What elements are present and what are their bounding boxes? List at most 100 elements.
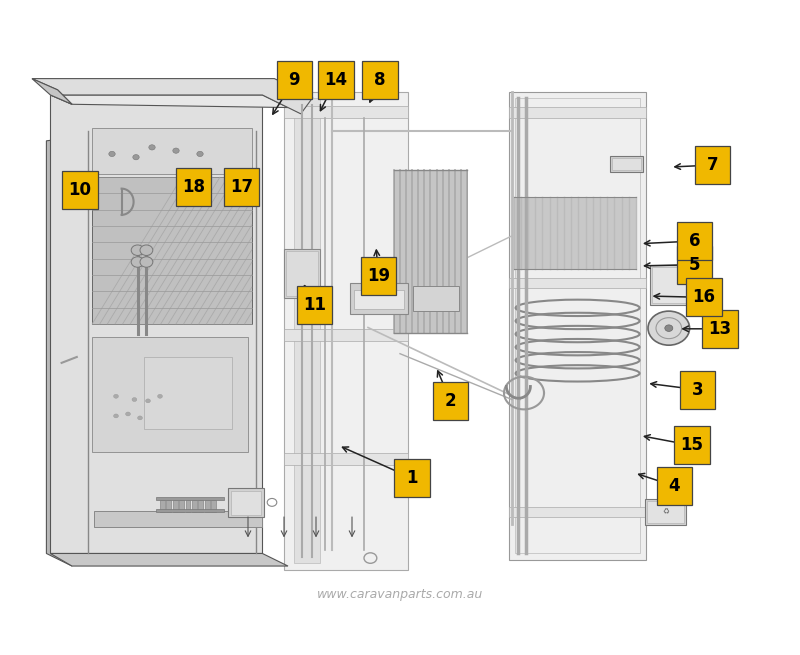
Bar [179,500,184,512]
FancyBboxPatch shape [62,171,98,209]
Text: 13: 13 [709,320,731,338]
Text: 8: 8 [374,71,386,89]
Circle shape [173,148,179,153]
FancyBboxPatch shape [657,467,692,505]
Bar [509,278,646,288]
Bar [514,196,636,269]
Text: 18: 18 [182,178,205,196]
FancyBboxPatch shape [297,286,332,324]
Bar [284,92,408,570]
Bar [509,92,646,560]
Circle shape [126,412,130,416]
Bar [92,337,248,452]
FancyBboxPatch shape [677,222,712,260]
Circle shape [149,145,155,150]
FancyBboxPatch shape [224,168,259,206]
Bar [156,497,224,500]
Text: 9: 9 [289,71,300,89]
FancyBboxPatch shape [394,459,430,497]
Polygon shape [32,79,72,104]
Circle shape [138,416,142,420]
Bar [354,290,404,309]
FancyBboxPatch shape [433,382,468,420]
FancyBboxPatch shape [318,61,354,99]
Bar [509,107,646,118]
Text: 17: 17 [230,178,253,196]
Text: 7: 7 [707,156,718,174]
Bar [294,98,320,563]
Bar [650,265,688,305]
Bar [192,500,197,512]
Bar [186,500,190,512]
Text: www.caravanparts.com.au: www.caravanparts.com.au [317,588,483,601]
Text: 14: 14 [325,71,347,89]
Bar [284,453,408,465]
Bar [94,511,262,527]
Bar [647,501,684,523]
Bar [413,286,459,311]
Bar [350,283,408,314]
FancyBboxPatch shape [176,168,211,206]
FancyBboxPatch shape [686,278,722,316]
Bar [610,156,643,172]
Circle shape [140,245,153,255]
Bar [652,267,686,303]
Bar [284,106,408,118]
Bar [144,357,232,429]
Text: 3: 3 [692,381,703,399]
Circle shape [197,151,203,157]
Circle shape [158,394,162,398]
Bar [612,158,641,170]
Bar [156,509,224,512]
Bar [228,488,264,517]
Circle shape [648,311,690,345]
Text: 11: 11 [303,295,326,314]
Bar [286,251,318,296]
Polygon shape [32,79,313,114]
Circle shape [146,399,150,403]
Polygon shape [50,553,288,566]
Polygon shape [50,95,262,553]
Text: ♻: ♻ [662,507,669,516]
FancyBboxPatch shape [677,246,712,284]
Text: 4: 4 [669,477,680,495]
Bar [515,98,640,553]
Bar [509,507,646,517]
Text: 2: 2 [445,392,456,410]
Circle shape [665,325,673,331]
Circle shape [131,245,144,255]
Text: 16: 16 [693,288,715,307]
Bar [92,128,252,174]
Circle shape [133,155,139,160]
Text: 5: 5 [689,255,700,274]
Bar [166,500,171,512]
Bar [160,500,165,512]
Polygon shape [46,138,72,566]
Circle shape [132,398,137,402]
Bar [173,500,178,512]
Text: 6: 6 [689,232,700,250]
Bar [284,329,408,341]
Bar [231,491,261,515]
Circle shape [131,257,144,267]
Circle shape [109,151,115,157]
FancyBboxPatch shape [695,146,730,184]
Circle shape [140,257,153,267]
Bar [284,249,320,298]
Bar [205,500,210,512]
Bar [211,500,216,512]
Circle shape [114,394,118,398]
FancyBboxPatch shape [674,426,710,464]
Text: 15: 15 [681,436,703,455]
FancyBboxPatch shape [702,310,738,348]
FancyBboxPatch shape [277,61,312,99]
FancyBboxPatch shape [362,61,398,99]
FancyBboxPatch shape [680,371,715,409]
Bar [394,170,467,333]
Text: 19: 19 [367,267,390,286]
Text: 10: 10 [69,181,91,199]
Bar [645,499,686,525]
FancyBboxPatch shape [361,257,396,295]
Bar [198,500,203,512]
Polygon shape [50,95,288,107]
